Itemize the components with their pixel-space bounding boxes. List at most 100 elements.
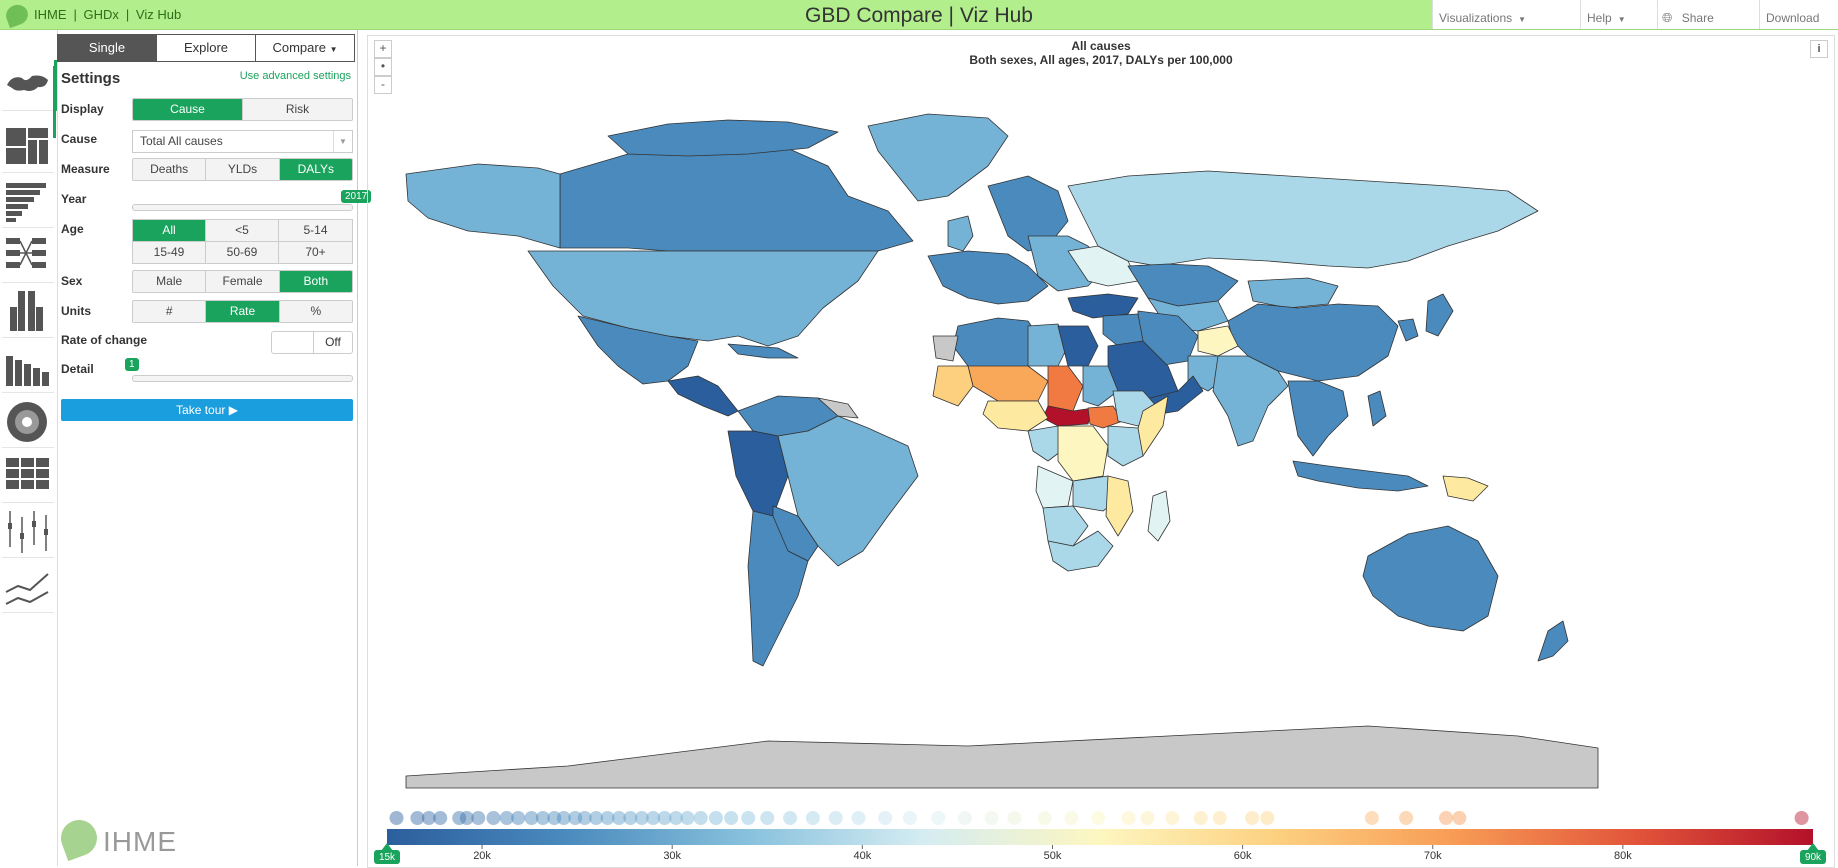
- zoom-out-button[interactable]: -: [374, 76, 392, 94]
- measure-ylds-button[interactable]: YLDs: [205, 159, 279, 180]
- ihme-leaf-icon[interactable]: [3, 1, 31, 29]
- legend-dot[interactable]: [589, 811, 604, 825]
- legend-dot[interactable]: [931, 811, 946, 825]
- legend-min-handle[interactable]: 15k: [374, 843, 400, 864]
- legend-dot[interactable]: [669, 811, 684, 825]
- units-percent-button[interactable]: %: [278, 301, 352, 322]
- legend-dot[interactable]: [680, 811, 695, 825]
- age-50-69-button[interactable]: 50-69: [206, 242, 279, 263]
- age-15-49-button[interactable]: 15-49: [133, 242, 206, 263]
- legend-dot[interactable]: [459, 811, 474, 825]
- stacked-bar-icon[interactable]: [2, 177, 54, 228]
- legend-dot[interactable]: [1260, 811, 1275, 825]
- measure-dalys-button[interactable]: DALYs: [278, 159, 352, 180]
- zoom-in-button[interactable]: +: [374, 40, 392, 58]
- world-map-icon[interactable]: [2, 60, 57, 111]
- legend-dot[interactable]: [623, 811, 638, 825]
- tab-single[interactable]: Single: [57, 34, 157, 62]
- world-map[interactable]: [368, 36, 1834, 867]
- sunburst-icon[interactable]: [2, 397, 54, 448]
- legend-dot[interactable]: [1452, 811, 1467, 825]
- legend-dot[interactable]: [634, 811, 649, 825]
- legend-dot[interactable]: [556, 811, 571, 825]
- units-number-button[interactable]: #: [133, 301, 206, 322]
- rate-of-change-toggle[interactable]: Off: [271, 331, 353, 354]
- legend-dot[interactable]: [611, 811, 626, 825]
- legend-dot[interactable]: [805, 811, 820, 825]
- zoom-reset-button[interactable]: •: [374, 58, 392, 76]
- ghdx-link[interactable]: GHDx: [83, 7, 119, 22]
- display-risk-button[interactable]: Risk: [242, 99, 352, 120]
- tab-compare[interactable]: Compare ▼: [256, 34, 355, 62]
- legend-dot[interactable]: [600, 811, 615, 825]
- sex-both-button[interactable]: Both: [278, 271, 352, 292]
- legend-dot[interactable]: [1193, 811, 1208, 825]
- bar-icon[interactable]: [2, 342, 54, 393]
- display-cause-button[interactable]: Cause: [133, 99, 242, 120]
- legend-dot[interactable]: [1212, 811, 1227, 825]
- legend-dot[interactable]: [902, 811, 917, 825]
- age-70plus-button[interactable]: 70+: [279, 242, 352, 263]
- legend-dot[interactable]: [389, 811, 404, 825]
- legend-dot[interactable]: [535, 811, 550, 825]
- age-all-button[interactable]: All: [133, 220, 206, 242]
- treemap-icon[interactable]: [2, 122, 54, 173]
- legend-dot[interactable]: [568, 811, 583, 825]
- legend-dot[interactable]: [984, 811, 999, 825]
- units-rate-button[interactable]: Rate: [205, 301, 279, 322]
- detail-slider-handle[interactable]: 1: [125, 358, 139, 371]
- legend-dot[interactable]: [499, 811, 514, 825]
- legend-dot[interactable]: [657, 811, 672, 825]
- visualizations-menu[interactable]: Visualizations ▼: [1432, 0, 1587, 29]
- viz-hub-link[interactable]: Viz Hub: [135, 7, 182, 22]
- legend-dot[interactable]: [511, 811, 526, 825]
- legend-max-handle[interactable]: 90k: [1800, 843, 1826, 864]
- heatmap-icon[interactable]: [2, 452, 54, 503]
- legend-dot[interactable]: [851, 811, 866, 825]
- legend-dot[interactable]: [452, 811, 467, 825]
- measure-deaths-button[interactable]: Deaths: [133, 159, 206, 180]
- help-menu[interactable]: Help ▼: [1580, 0, 1658, 29]
- legend-dot[interactable]: [693, 811, 708, 825]
- legend-dot[interactable]: [1121, 811, 1136, 825]
- pyramid-icon[interactable]: [2, 287, 54, 338]
- sex-male-button[interactable]: Male: [133, 271, 206, 292]
- legend-dot[interactable]: [724, 811, 739, 825]
- range-icon[interactable]: [2, 507, 54, 558]
- legend-dot[interactable]: [783, 811, 798, 825]
- year-slider[interactable]: [132, 204, 353, 211]
- advanced-settings-link[interactable]: Use advanced settings: [239, 70, 351, 82]
- legend-dot[interactable]: [760, 811, 775, 825]
- detail-slider[interactable]: [132, 375, 353, 382]
- legend-dot[interactable]: [1064, 811, 1079, 825]
- arrow-diagram-icon[interactable]: [2, 232, 54, 283]
- legend-dot[interactable]: [1245, 811, 1260, 825]
- legend-dot[interactable]: [547, 811, 562, 825]
- legend-dot[interactable]: [646, 811, 661, 825]
- legend-dot[interactable]: [828, 811, 843, 825]
- legend-dot[interactable]: [1399, 811, 1414, 825]
- age-5-14-button[interactable]: 5-14: [279, 220, 352, 242]
- ihme-link[interactable]: IHME: [34, 7, 67, 22]
- age-under5-button[interactable]: <5: [206, 220, 279, 242]
- legend-dot[interactable]: [741, 811, 756, 825]
- legend-dot[interactable]: [1165, 811, 1180, 825]
- legend-dot[interactable]: [1007, 811, 1022, 825]
- legend-dot[interactable]: [486, 811, 501, 825]
- legend-dot[interactable]: [410, 811, 425, 825]
- sex-female-button[interactable]: Female: [205, 271, 279, 292]
- legend-dot[interactable]: [1140, 811, 1155, 825]
- legend-dot[interactable]: [524, 811, 539, 825]
- info-button[interactable]: i: [1810, 40, 1828, 58]
- legend-dot[interactable]: [1364, 811, 1379, 825]
- legend-dot[interactable]: [433, 811, 448, 825]
- tab-explore[interactable]: Explore: [157, 34, 256, 62]
- cause-select[interactable]: Total All causes ▼: [132, 130, 353, 153]
- download-button[interactable]: Download: [1759, 0, 1838, 29]
- legend-dot[interactable]: [1794, 811, 1809, 825]
- legend-dot[interactable]: [1439, 811, 1454, 825]
- legend-dot[interactable]: [421, 811, 436, 825]
- legend-dot[interactable]: [577, 811, 592, 825]
- take-tour-button[interactable]: Take tour ▶: [61, 399, 353, 421]
- share-button[interactable]: 🌐︎ Share: [1657, 0, 1764, 29]
